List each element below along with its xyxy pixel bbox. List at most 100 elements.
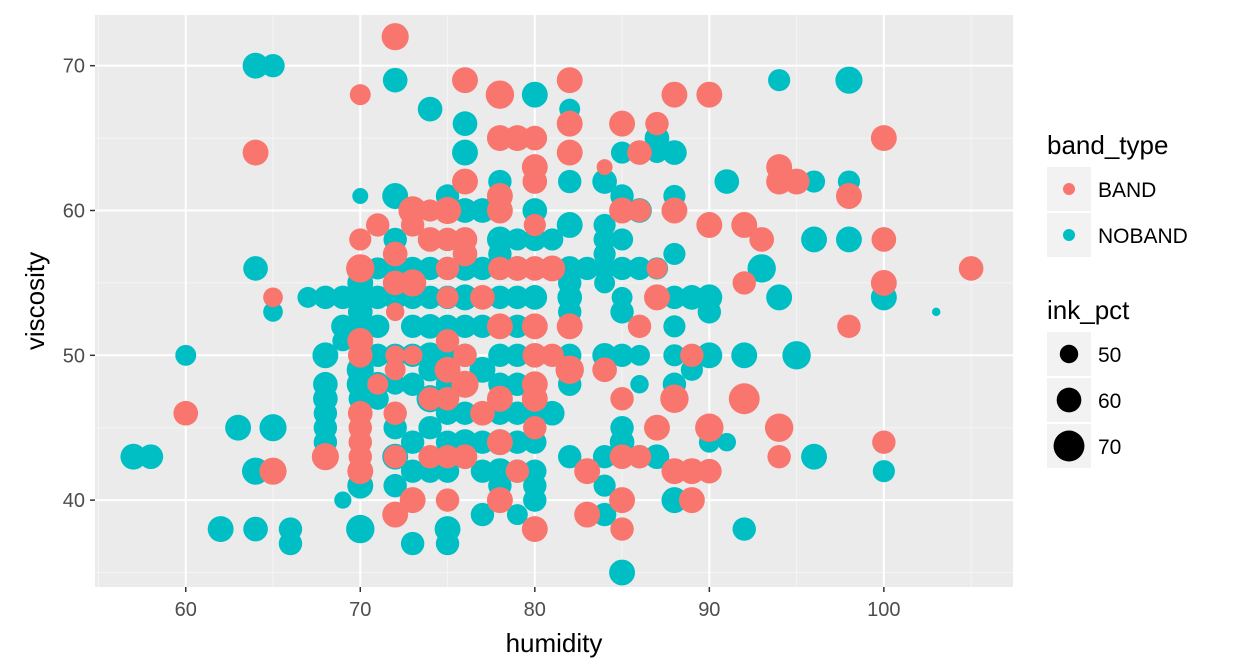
legend: band_type BAND NOBAND ink_pct 50 60 70 <box>1047 130 1188 468</box>
legend-key-size-50 <box>1059 344 1079 364</box>
data-point-band <box>435 227 460 252</box>
data-point-noband <box>717 432 737 452</box>
data-point-noband <box>418 256 442 281</box>
x-tick-label: 60 <box>175 599 197 621</box>
data-point-noband <box>138 444 164 470</box>
y-tick-label: 70 <box>63 56 85 78</box>
data-point-band <box>349 84 371 106</box>
data-point-band <box>366 213 390 237</box>
data-point-noband <box>610 228 634 251</box>
data-point-noband <box>313 285 338 310</box>
data-point-noband <box>263 302 283 322</box>
data-point-band <box>695 413 724 442</box>
data-point-noband <box>331 285 355 310</box>
data-point-band <box>627 444 652 469</box>
data-point-noband <box>593 257 616 280</box>
data-point-noband <box>835 226 862 253</box>
x-tick-label: 70 <box>349 599 371 621</box>
data-point-noband <box>610 256 634 281</box>
data-point-band <box>385 302 405 322</box>
data-point-band <box>870 125 897 152</box>
data-point-band <box>678 487 705 514</box>
data-point-band <box>486 385 513 412</box>
data-point-band <box>452 67 478 94</box>
legend-label-size-50: 50 <box>1098 344 1121 367</box>
data-point-band <box>661 81 688 108</box>
data-point-noband <box>931 307 941 317</box>
data-point-noband <box>766 284 793 311</box>
data-point-noband <box>242 52 269 79</box>
data-point-band <box>596 159 613 176</box>
data-point-noband <box>207 516 234 543</box>
data-point-noband <box>470 502 495 527</box>
data-point-band <box>435 256 460 281</box>
data-point-noband <box>452 284 478 311</box>
panel-background <box>95 15 1013 587</box>
data-point-noband <box>382 67 408 93</box>
data-point-band <box>383 401 407 425</box>
data-point-band <box>470 285 495 310</box>
data-point-band <box>242 139 269 166</box>
data-point-noband <box>556 212 583 238</box>
data-point-noband <box>801 226 827 253</box>
data-point-band <box>523 213 546 237</box>
data-point-band <box>610 387 634 411</box>
data-point-noband <box>400 531 425 556</box>
data-point-noband <box>366 285 390 310</box>
data-point-band <box>749 227 775 252</box>
data-point-band <box>610 517 634 541</box>
data-point-band <box>522 169 548 194</box>
data-point-noband <box>417 314 443 339</box>
data-point-band <box>871 227 897 252</box>
data-point-noband <box>297 286 319 308</box>
legend-label-size-70: 70 <box>1098 436 1121 459</box>
data-point-noband <box>400 459 425 483</box>
data-point-band <box>259 457 287 485</box>
data-point-band <box>367 373 389 395</box>
data-point-band <box>627 140 652 165</box>
data-point-band <box>418 444 442 469</box>
data-point-band <box>627 198 652 223</box>
data-point-noband <box>278 531 303 556</box>
data-point-noband <box>802 170 826 193</box>
data-point-band <box>555 355 584 384</box>
data-point-band <box>486 487 513 514</box>
data-point-band <box>728 383 760 415</box>
data-point-band <box>434 356 461 383</box>
data-point-noband <box>120 443 147 470</box>
data-point-band <box>382 241 408 267</box>
data-point-noband <box>541 228 564 251</box>
data-point-noband <box>663 315 686 338</box>
data-point-band <box>311 443 339 471</box>
data-point-band <box>470 400 495 426</box>
data-point-band <box>522 125 548 151</box>
data-point-noband <box>352 188 369 204</box>
data-point-band <box>521 516 548 543</box>
color-legend-keys: BAND NOBAND <box>1047 167 1188 257</box>
data-point-noband <box>418 415 442 440</box>
data-point-band <box>627 314 652 339</box>
data-point-band <box>696 212 723 238</box>
data-point-band <box>521 313 548 340</box>
data-point-noband <box>346 514 375 544</box>
data-point-noband <box>488 343 512 368</box>
data-point-band <box>418 387 442 411</box>
data-point-noband <box>453 314 477 339</box>
data-point-noband <box>505 430 530 454</box>
data-point-noband <box>384 373 406 395</box>
data-point-noband <box>610 343 634 368</box>
data-point-noband <box>225 414 252 441</box>
data-point-band <box>349 228 372 251</box>
data-point-band <box>348 444 372 469</box>
data-point-band <box>696 458 722 484</box>
data-point-band <box>417 227 443 252</box>
legend-key-noband <box>1063 229 1075 241</box>
data-point-noband <box>732 517 756 541</box>
data-point-noband <box>872 460 895 483</box>
data-point-band <box>486 197 513 224</box>
data-point-noband <box>782 341 811 370</box>
data-point-band <box>732 271 756 295</box>
data-point-noband <box>768 69 791 92</box>
color-legend-title: band_type <box>1047 130 1168 160</box>
